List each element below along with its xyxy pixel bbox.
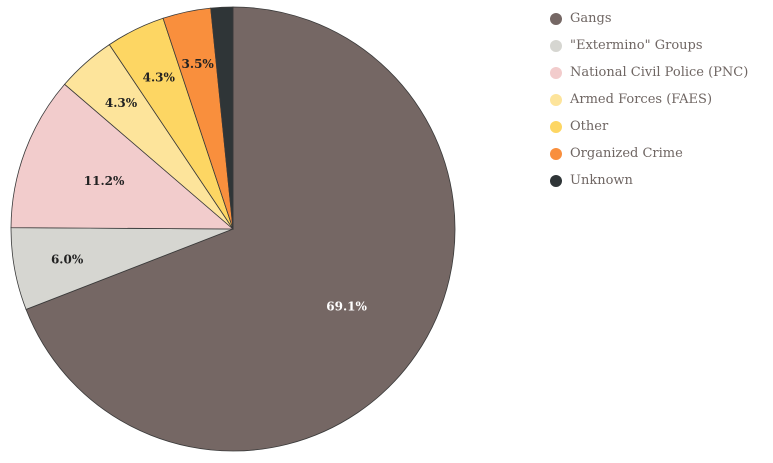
- legend-swatch-icon: [550, 120, 562, 133]
- pie-data-label-5: 3.5%: [182, 57, 215, 71]
- legend-swatch-icon: [550, 147, 562, 160]
- pie-data-label-0: 69.1%: [326, 300, 367, 314]
- pie-slice-2: [10, 83, 235, 230]
- legend-label: National Civil Police (PNC): [570, 65, 749, 80]
- pie-data-label-4: 4.3%: [143, 71, 176, 85]
- pie-data-label-2: 11.2%: [84, 174, 125, 188]
- legend-item-4[interactable]: Other: [550, 113, 748, 140]
- legend-swatch-icon: [550, 12, 562, 25]
- legend-swatch-icon: [550, 66, 562, 79]
- legend-item-2[interactable]: National Civil Police (PNC): [550, 59, 748, 86]
- legend: Gangs "Extermino" Groups National Civil Po…: [550, 5, 748, 194]
- pie-data-label-3: 4.3%: [105, 96, 138, 110]
- legend-label: Gangs: [570, 11, 612, 26]
- legend-label: Organized Crime: [570, 146, 683, 161]
- legend-item-5[interactable]: Organized Crime: [550, 140, 748, 167]
- legend-item-0[interactable]: Gangs: [550, 5, 748, 32]
- legend-swatch-icon: [550, 93, 562, 106]
- legend-swatch-icon: [550, 39, 562, 52]
- legend-label: Armed Forces (FAES): [570, 92, 713, 107]
- legend-item-3[interactable]: Armed Forces (FAES): [550, 86, 748, 113]
- legend-label: Other: [570, 119, 609, 134]
- legend-item-1[interactable]: "Extermino" Groups: [550, 32, 748, 59]
- legend-label: Unknown: [570, 173, 633, 188]
- pie-data-label-1: 6.0%: [51, 253, 84, 267]
- pie-slice-6: [210, 6, 234, 230]
- legend-swatch-icon: [550, 174, 562, 187]
- pie-slice-0: [25, 6, 456, 452]
- legend-label: "Extermino" Groups: [570, 38, 703, 53]
- legend-item-6[interactable]: Unknown: [550, 167, 748, 194]
